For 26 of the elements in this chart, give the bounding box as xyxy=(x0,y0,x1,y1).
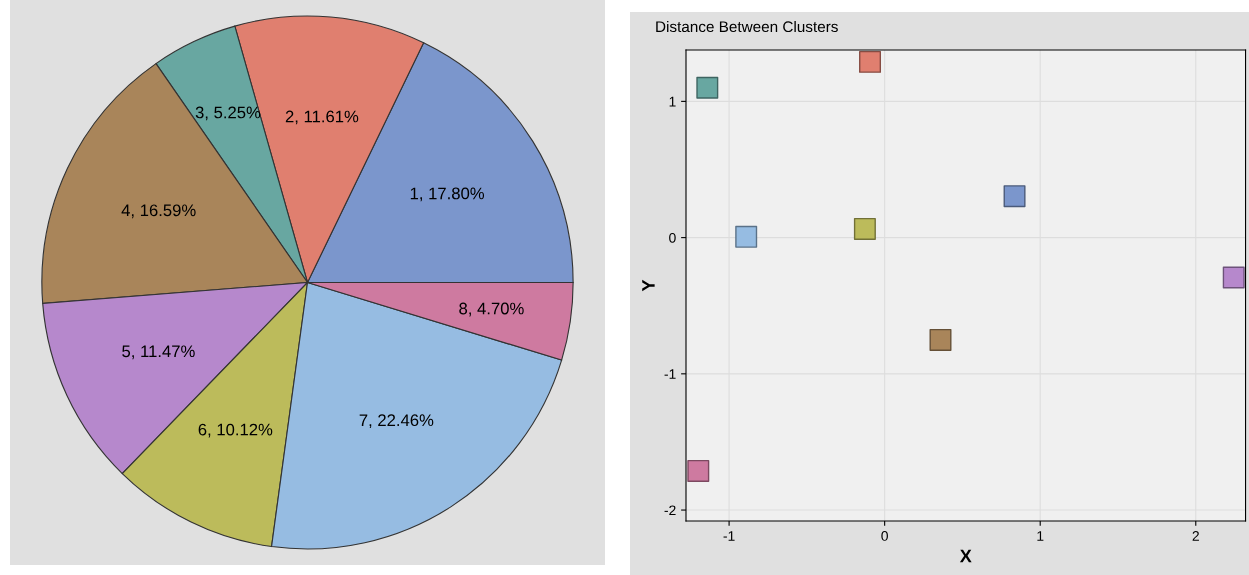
x-tick-label: 0 xyxy=(881,531,888,541)
x-tick-label: -1 xyxy=(723,531,735,541)
x-tick-label: 1 xyxy=(1037,531,1044,541)
data-label: 2, 11.61% xyxy=(285,110,359,125)
data-label: 5, 11.47% xyxy=(122,345,195,360)
y-tick-label: 0 xyxy=(669,232,676,243)
point xyxy=(1003,185,1026,208)
point xyxy=(929,328,952,351)
y-tick-label: -1 xyxy=(664,369,676,379)
data-label: 7, 22.46% xyxy=(359,414,434,429)
point xyxy=(1222,266,1245,289)
chart-title: Distance Between Clusters xyxy=(656,20,838,33)
y-tick-label: 1 xyxy=(669,96,676,107)
point xyxy=(696,76,719,99)
data-label: 4, 16.59% xyxy=(121,204,196,219)
y-tick-label: -2 xyxy=(664,505,676,516)
y-axis-title: Y xyxy=(642,279,655,292)
point xyxy=(853,217,876,240)
x-axis-title: X xyxy=(959,549,972,563)
point xyxy=(735,225,758,248)
x-tick-label: 2 xyxy=(1192,531,1199,541)
data-label: 6, 10.12% xyxy=(198,423,273,438)
point xyxy=(859,50,882,73)
data-label: 8, 4.70% xyxy=(459,302,524,317)
data-label: 1, 17.80% xyxy=(410,187,485,202)
point xyxy=(687,459,710,482)
